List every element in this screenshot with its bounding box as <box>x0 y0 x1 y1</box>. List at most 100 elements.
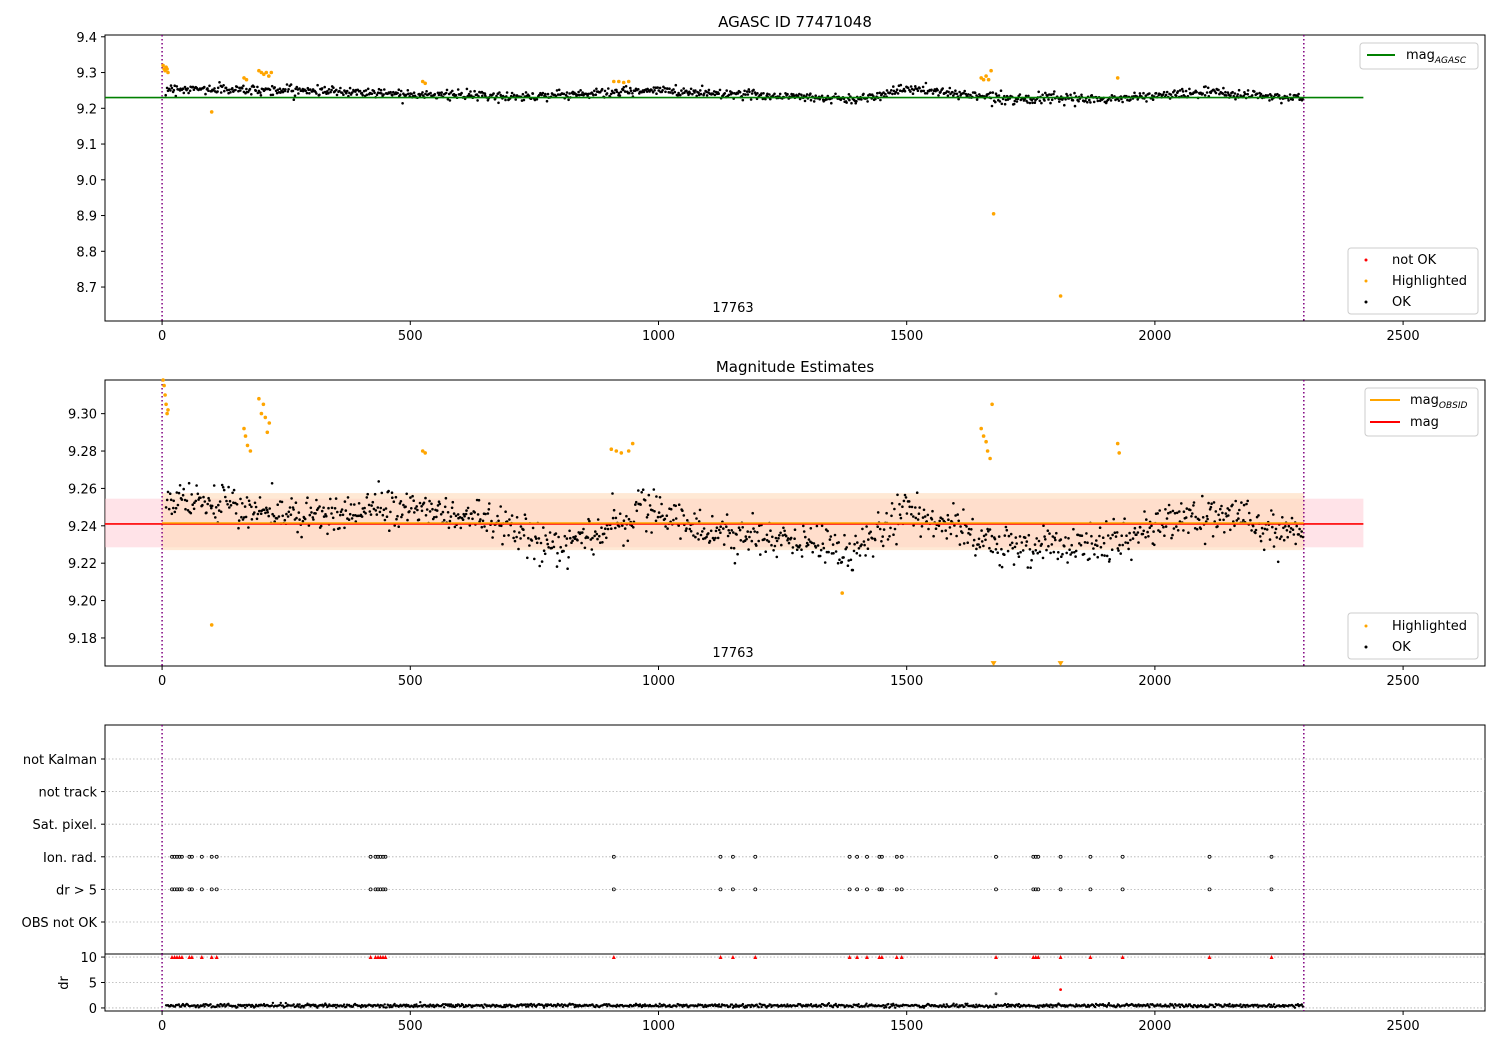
panel4-dr-point <box>1195 1006 1199 1009</box>
panel1-ok-point <box>975 94 978 97</box>
panel2-ok-point <box>447 526 451 530</box>
panel2-ok-point <box>390 491 394 495</box>
panel1-ok-point <box>165 86 169 90</box>
panel2-ok-point <box>552 545 556 549</box>
panel3-flag-marker <box>1120 887 1125 892</box>
panel2-ok-point <box>893 527 897 531</box>
panel2-ok-point <box>705 535 708 539</box>
panel2-ok-point <box>611 492 614 495</box>
panel1-ok-point <box>182 91 186 95</box>
panel2-ok-point <box>1109 537 1112 540</box>
panel2-ok-point <box>443 505 447 509</box>
panel1-ok-point <box>879 98 882 102</box>
panel2-ok-point <box>331 516 335 520</box>
panel4-dr-point <box>615 1005 618 1008</box>
panel2-ok-point <box>862 540 866 543</box>
panel4-dr-point <box>1016 1004 1020 1008</box>
panel2-ok-point <box>641 488 645 492</box>
panel4-clipped-marker <box>855 955 860 960</box>
panel1-ok-point <box>1117 99 1121 102</box>
panel1-ok-point <box>820 94 824 98</box>
panel1-ok-point <box>674 83 678 87</box>
panel2-ok-point <box>923 515 927 518</box>
panel4-dr-point <box>459 1004 463 1008</box>
panel2-ok-point <box>1201 516 1205 519</box>
panel4-dr-point <box>957 1006 960 1009</box>
panel1-ok-point <box>629 86 632 90</box>
panel4-clipped-marker <box>899 955 904 960</box>
panel2-ok-point <box>316 507 320 510</box>
panel2-ok-point <box>1216 525 1219 528</box>
panel2-ok-point <box>1098 526 1102 529</box>
panel2-ok-point <box>919 535 922 538</box>
panel2-ok-point <box>777 537 780 540</box>
panel2-ok-point <box>1175 525 1178 528</box>
panel2-highlighted-point <box>265 430 270 435</box>
panel2-ok-point <box>1169 510 1172 514</box>
panel4-dr-point <box>227 1002 230 1005</box>
panel2-ok-point <box>1096 555 1099 559</box>
panel2-ok-point <box>580 541 583 545</box>
panel2-ok-point <box>1101 536 1105 539</box>
panel2-ok-point <box>651 509 654 512</box>
panel4-dr-point <box>249 1005 253 1008</box>
panel2-highlighted-point <box>609 447 614 452</box>
panel2-ok-point <box>645 530 648 533</box>
panel2-ok-point <box>940 529 944 533</box>
panel2-ok-point <box>735 533 738 536</box>
panel1-ok-point <box>476 99 479 102</box>
panel2-ok-point <box>450 506 454 510</box>
panel2-ok-point <box>912 515 915 518</box>
panel2-ok-point <box>755 544 758 547</box>
panel2-ok-point <box>505 520 509 523</box>
panel1-ok-point <box>1234 97 1237 101</box>
panel2-ok-point <box>219 510 223 514</box>
panel2-ok-point <box>656 515 660 519</box>
panel2-ok-point <box>866 547 870 550</box>
panel4-dr-point <box>316 1006 319 1009</box>
panel4-dr-point <box>1137 1003 1140 1006</box>
panel1-ok-point <box>592 93 595 97</box>
panel2-ok-point <box>537 537 541 540</box>
panel1-ok-point <box>600 87 604 91</box>
panel1-ok-point <box>365 93 369 97</box>
panel2-ok-point <box>1268 538 1272 541</box>
panel1-ok-point <box>862 92 865 96</box>
panel2-ok-point <box>586 536 590 539</box>
panel2-ok-point <box>392 500 396 504</box>
panel4-dr-point <box>393 1002 396 1006</box>
panel2-ok-point <box>1297 533 1301 536</box>
panel4-clipped-marker <box>718 955 723 960</box>
panel4-dr-point <box>966 1002 969 1005</box>
panel1-ok-point <box>1053 90 1056 93</box>
panel2-highlighted-point <box>259 411 264 416</box>
panel1-ok-point <box>340 91 344 95</box>
panel4-dr-point <box>1004 1003 1008 1007</box>
panel1-ok-point <box>332 86 335 89</box>
panel2-ok-point <box>286 515 290 518</box>
panel2-ok-point <box>930 518 934 521</box>
panel2-ok-point <box>1272 545 1276 548</box>
panel1-ok-point <box>1142 91 1145 95</box>
panel3-flag-marker <box>209 887 214 892</box>
panel2-ok-point <box>1261 532 1265 535</box>
panel1-ok-point <box>955 92 959 96</box>
panel2-ok-point <box>555 565 559 568</box>
panel2-ok-point <box>1257 514 1260 517</box>
panel2-ok-point <box>1272 513 1275 516</box>
panel2-ok-point <box>882 528 886 531</box>
panel4-dr-point <box>509 1003 512 1007</box>
panel1-ok-point <box>504 98 507 102</box>
panel2-ok-point <box>1061 552 1064 556</box>
panel2-ok-point <box>908 505 911 509</box>
panel3-flag-marker <box>731 854 735 859</box>
panel1-ok-point <box>1226 91 1230 94</box>
panel4-dr-point <box>461 1003 465 1007</box>
panel2-ok-point <box>1093 553 1096 556</box>
panel4-dr-point <box>955 1003 958 1006</box>
panel2-ok-point <box>1107 560 1111 563</box>
panel1-ok-point <box>164 93 167 97</box>
panel2-highlighted-point <box>985 449 990 453</box>
panel2-ok-point <box>770 543 773 547</box>
panel2-ok-point <box>725 525 728 528</box>
